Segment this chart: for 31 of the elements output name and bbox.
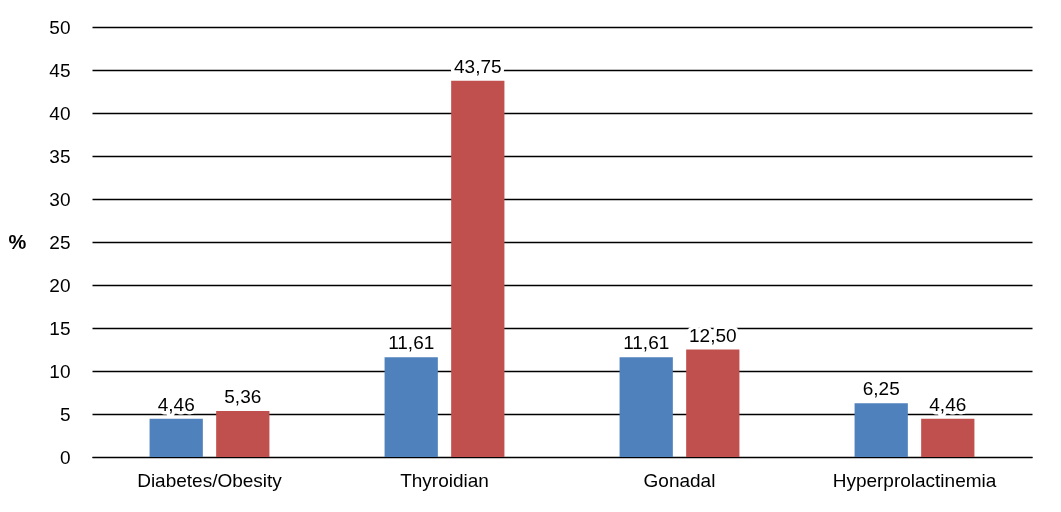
y-tick-label: 5 — [59, 403, 71, 425]
data-label: 6,25 — [862, 378, 900, 400]
data-label: 11,61 — [388, 332, 435, 354]
data-label: 4,46 — [929, 393, 967, 415]
y-tick-label: 25 — [49, 231, 71, 253]
bar — [854, 403, 908, 457]
y-tick-label: 0 — [59, 446, 71, 468]
bar — [451, 80, 505, 457]
y-tick-label: 20 — [49, 274, 71, 296]
bar — [619, 357, 673, 457]
y-tick-label: 45 — [49, 59, 71, 81]
data-label: 11,61 — [623, 332, 670, 354]
y-tick-label: 35 — [49, 145, 71, 167]
y-tick-label: 30 — [49, 188, 71, 210]
bar — [686, 349, 740, 457]
y-axis-title: % — [8, 230, 27, 253]
y-tick-label: 50 — [49, 16, 71, 38]
bar — [216, 410, 270, 457]
data-label: 12,50 — [689, 324, 737, 346]
data-label: 4,46 — [157, 393, 195, 415]
x-tick-label: Thyroidian — [400, 469, 489, 491]
y-tick-label: 15 — [49, 317, 71, 339]
y-tick-label: 10 — [49, 360, 71, 382]
bar — [149, 418, 203, 457]
x-tick-label: Gonadal — [643, 469, 716, 491]
y-tick-label: 40 — [49, 102, 71, 124]
bar — [921, 418, 975, 457]
data-label: 5,36 — [224, 385, 262, 407]
bar — [384, 357, 438, 457]
x-tick-label: Diabetes/Obesity — [137, 469, 283, 491]
x-tick-label: Hyperprolactinemia — [832, 469, 997, 491]
